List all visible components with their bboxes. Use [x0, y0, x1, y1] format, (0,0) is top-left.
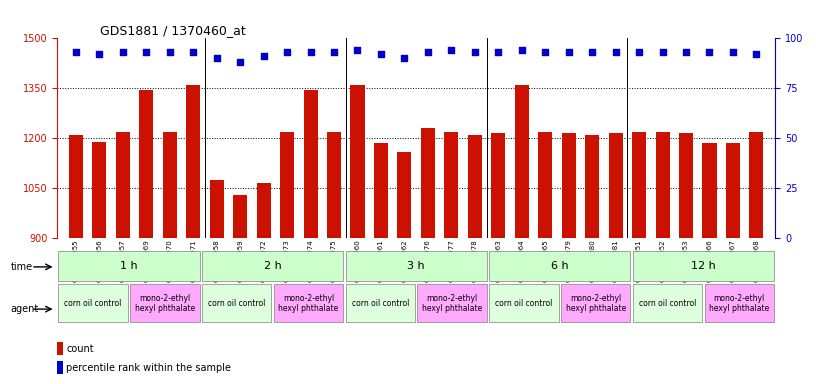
- FancyBboxPatch shape: [489, 284, 559, 323]
- Text: corn oil control: corn oil control: [64, 299, 122, 308]
- Text: corn oil control: corn oil control: [495, 299, 552, 308]
- FancyBboxPatch shape: [58, 284, 128, 323]
- Bar: [304, 90, 317, 238]
- Bar: [726, 143, 740, 238]
- Point: [515, 47, 528, 53]
- Text: corn oil control: corn oil control: [639, 299, 696, 308]
- Text: mono-2-ethyl
hexyl phthalate: mono-2-ethyl hexyl phthalate: [135, 294, 195, 313]
- Bar: [421, 128, 435, 238]
- FancyBboxPatch shape: [632, 251, 774, 281]
- Point: [726, 49, 739, 55]
- Point: [468, 49, 481, 55]
- FancyBboxPatch shape: [345, 284, 415, 323]
- Text: 1 h: 1 h: [120, 261, 138, 271]
- Bar: [539, 132, 552, 238]
- Point: [539, 49, 552, 55]
- Bar: [749, 132, 764, 238]
- Bar: [69, 135, 83, 238]
- Bar: [327, 132, 341, 238]
- FancyBboxPatch shape: [561, 284, 631, 323]
- Bar: [585, 135, 599, 238]
- Text: agent: agent: [11, 304, 39, 314]
- FancyBboxPatch shape: [417, 284, 487, 323]
- Bar: [57, 342, 64, 355]
- Bar: [186, 85, 200, 238]
- Bar: [280, 132, 294, 238]
- Point: [69, 49, 82, 55]
- Bar: [92, 142, 106, 238]
- Point: [375, 51, 388, 58]
- FancyBboxPatch shape: [489, 251, 631, 281]
- Text: mono-2-ethyl
hexyl phthalate: mono-2-ethyl hexyl phthalate: [565, 294, 626, 313]
- Point: [586, 49, 599, 55]
- Point: [163, 49, 176, 55]
- Text: 12 h: 12 h: [691, 261, 716, 271]
- Point: [609, 49, 622, 55]
- Text: 2 h: 2 h: [264, 261, 282, 271]
- Bar: [491, 133, 505, 238]
- Point: [656, 49, 669, 55]
- Bar: [210, 180, 224, 238]
- Point: [281, 49, 294, 55]
- Point: [140, 49, 153, 55]
- Bar: [655, 132, 670, 238]
- Point: [421, 49, 434, 55]
- Text: mono-2-ethyl
hexyl phthalate: mono-2-ethyl hexyl phthalate: [709, 294, 769, 313]
- Point: [304, 49, 317, 55]
- Text: time: time: [11, 262, 33, 272]
- Text: count: count: [66, 344, 94, 354]
- Text: 6 h: 6 h: [551, 261, 569, 271]
- Text: corn oil control: corn oil control: [208, 299, 265, 308]
- Point: [93, 51, 106, 58]
- FancyBboxPatch shape: [345, 251, 487, 281]
- Point: [445, 47, 458, 53]
- FancyBboxPatch shape: [273, 284, 344, 323]
- Bar: [116, 132, 130, 238]
- Bar: [515, 85, 529, 238]
- Point: [562, 49, 575, 55]
- Bar: [468, 135, 482, 238]
- Point: [351, 47, 364, 53]
- Point: [750, 51, 763, 58]
- Bar: [609, 133, 623, 238]
- Point: [117, 49, 130, 55]
- Point: [257, 53, 270, 60]
- Bar: [374, 143, 388, 238]
- Point: [492, 49, 505, 55]
- Text: mono-2-ethyl
hexyl phthalate: mono-2-ethyl hexyl phthalate: [278, 294, 339, 313]
- Text: mono-2-ethyl
hexyl phthalate: mono-2-ethyl hexyl phthalate: [422, 294, 482, 313]
- Point: [327, 49, 340, 55]
- Point: [680, 49, 693, 55]
- Point: [187, 49, 200, 55]
- Text: 3 h: 3 h: [407, 261, 425, 271]
- Bar: [397, 152, 411, 238]
- Bar: [256, 183, 271, 238]
- Point: [398, 55, 411, 61]
- FancyBboxPatch shape: [58, 251, 200, 281]
- Bar: [445, 132, 459, 238]
- Text: GDS1881 / 1370460_at: GDS1881 / 1370460_at: [100, 24, 246, 37]
- Bar: [703, 143, 716, 238]
- Point: [632, 49, 645, 55]
- FancyBboxPatch shape: [632, 284, 703, 323]
- FancyBboxPatch shape: [202, 284, 272, 323]
- FancyBboxPatch shape: [130, 284, 200, 323]
- Bar: [57, 361, 64, 374]
- Point: [211, 55, 224, 61]
- Bar: [632, 132, 646, 238]
- Point: [233, 59, 246, 65]
- Bar: [679, 133, 693, 238]
- FancyBboxPatch shape: [704, 284, 774, 323]
- Bar: [140, 90, 153, 238]
- Bar: [350, 85, 365, 238]
- FancyBboxPatch shape: [202, 251, 344, 281]
- Text: percentile rank within the sample: percentile rank within the sample: [66, 363, 231, 373]
- Point: [703, 49, 716, 55]
- Bar: [561, 133, 576, 238]
- Bar: [162, 132, 177, 238]
- Text: corn oil control: corn oil control: [352, 299, 409, 308]
- Bar: [233, 195, 247, 238]
